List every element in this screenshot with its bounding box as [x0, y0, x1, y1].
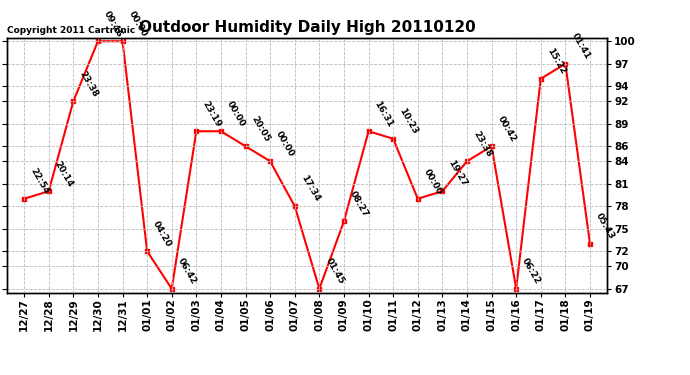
Text: 10:23: 10:23 [397, 107, 420, 136]
Text: 08:27: 08:27 [348, 189, 371, 219]
Text: 00:00: 00:00 [422, 167, 444, 196]
Text: 06:22: 06:22 [520, 257, 542, 286]
Text: 15:22: 15:22 [545, 46, 567, 76]
Text: 05:43: 05:43 [594, 211, 616, 241]
Text: 06:42: 06:42 [176, 256, 198, 286]
Text: 22:54: 22:54 [28, 166, 50, 196]
Text: 09:46: 09:46 [102, 9, 124, 39]
Text: Copyright 2011 Cartronic: Copyright 2011 Cartronic [7, 26, 135, 35]
Text: 16:31: 16:31 [373, 99, 395, 129]
Text: 23:38: 23:38 [471, 129, 493, 159]
Text: 23:38: 23:38 [77, 69, 99, 99]
Text: 20:14: 20:14 [53, 159, 75, 189]
Text: 00:42: 00:42 [495, 114, 518, 144]
Text: 20:05: 20:05 [250, 114, 272, 144]
Text: 00:00: 00:00 [275, 130, 296, 159]
Text: 00:00: 00:00 [127, 10, 148, 39]
Text: 17:34: 17:34 [299, 174, 321, 204]
Text: 01:41: 01:41 [569, 32, 591, 61]
Title: Outdoor Humidity Daily High 20110120: Outdoor Humidity Daily High 20110120 [139, 20, 475, 35]
Text: 01:45: 01:45 [324, 256, 346, 286]
Text: 23:19: 23:19 [201, 99, 223, 129]
Text: 19:27: 19:27 [446, 159, 469, 189]
Text: 04:20: 04:20 [151, 219, 173, 249]
Text: 00:00: 00:00 [225, 100, 247, 129]
